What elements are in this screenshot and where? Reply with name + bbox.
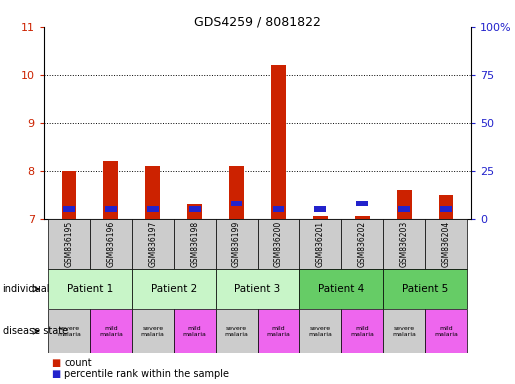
Text: mild
malaria: mild malaria [267,326,290,337]
Bar [313,217,328,219]
Text: Patient 5: Patient 5 [402,284,448,294]
Bar [341,309,383,353]
Bar [229,166,244,219]
Bar [216,269,299,309]
Text: GSM836204: GSM836204 [441,221,451,267]
Text: severe
malaria: severe malaria [308,326,332,337]
Bar [174,309,216,353]
Bar [272,207,284,212]
Bar [48,219,90,269]
Text: disease state: disease state [3,326,67,336]
Bar [258,309,299,353]
Text: severe
malaria: severe malaria [225,326,248,337]
Text: GSM836199: GSM836199 [232,221,241,267]
Bar [231,200,243,207]
Bar [132,219,174,269]
Bar [90,309,132,353]
Bar [440,207,452,212]
Text: individual: individual [3,284,50,294]
Text: GSM836200: GSM836200 [274,221,283,267]
Text: Patient 1: Patient 1 [67,284,113,294]
Bar [216,309,258,353]
Bar [216,219,258,269]
Text: GSM836198: GSM836198 [190,221,199,267]
Text: Patient 2: Patient 2 [150,284,197,294]
Text: severe
malaria: severe malaria [392,326,416,337]
Text: GDS4259 / 8081822: GDS4259 / 8081822 [194,15,321,28]
Bar [299,309,341,353]
Bar [397,190,411,219]
Text: mild
malaria: mild malaria [434,326,458,337]
Text: ■: ■ [52,369,61,379]
Bar [299,269,383,309]
Bar [104,161,118,219]
Text: mild
malaria: mild malaria [99,326,123,337]
Bar [105,207,117,212]
Bar [315,207,326,212]
Bar [383,309,425,353]
Bar [341,219,383,269]
Bar [48,309,90,353]
Text: percentile rank within the sample: percentile rank within the sample [64,369,229,379]
Text: mild
malaria: mild malaria [183,326,207,337]
Bar [299,219,341,269]
Bar [132,309,174,353]
Bar [383,219,425,269]
Text: ■: ■ [52,358,61,368]
Bar [398,207,410,212]
Text: severe
malaria: severe malaria [57,326,81,337]
Text: GSM836202: GSM836202 [358,221,367,267]
Bar [145,166,160,219]
Text: GSM836203: GSM836203 [400,221,409,267]
Bar [425,309,467,353]
Bar [189,207,200,212]
Text: mild
malaria: mild malaria [350,326,374,337]
Bar [258,219,299,269]
Bar [174,219,216,269]
Bar [63,207,75,212]
Bar [187,205,202,219]
Text: GSM836196: GSM836196 [106,221,115,267]
Bar [132,269,216,309]
Bar [62,171,76,219]
Text: GSM836201: GSM836201 [316,221,325,267]
Text: count: count [64,358,92,368]
Bar [356,200,368,207]
Text: GSM836195: GSM836195 [64,221,74,267]
Bar [355,217,370,219]
Bar [425,219,467,269]
Bar [147,207,159,212]
Text: Patient 3: Patient 3 [234,284,281,294]
Bar [90,219,132,269]
Bar [48,269,132,309]
Text: severe
malaria: severe malaria [141,326,165,337]
Bar [439,195,453,219]
Bar [383,269,467,309]
Text: Patient 4: Patient 4 [318,284,365,294]
Text: GSM836197: GSM836197 [148,221,157,267]
Bar [271,65,286,219]
